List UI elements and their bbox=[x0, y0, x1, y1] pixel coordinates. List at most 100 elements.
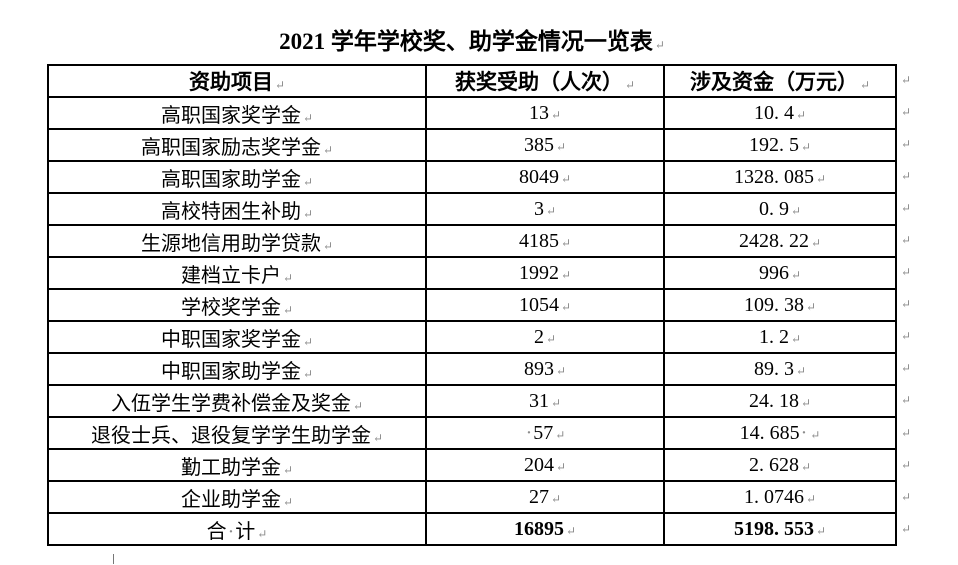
row-end-mark-icon: ↵ bbox=[901, 329, 912, 344]
pilcrow-mark-icon: ↵ bbox=[800, 139, 812, 154]
cell-text: 退役士兵、退役复学学生助学金 bbox=[90, 424, 371, 447]
pilcrow-mark-icon: ↵ bbox=[805, 491, 817, 506]
fund-cell[interactable]: 192. 5 ↵ bbox=[663, 128, 897, 162]
pilcrow-mark-icon: ↵ bbox=[560, 299, 572, 314]
cell-text: 31 bbox=[528, 389, 549, 412]
project-cell[interactable]: 退役士兵、退役复学学生助学金 ↵ bbox=[47, 416, 427, 450]
cell-text: 204 bbox=[523, 453, 554, 476]
table-row-end: ↵ bbox=[899, 353, 911, 385]
project-cell[interactable]: 建档立卡户 ↵ bbox=[47, 256, 427, 290]
pilcrow-mark-icon: ↵ bbox=[555, 139, 567, 154]
table-row-end: ↵ bbox=[899, 257, 911, 289]
pilcrow-mark-icon: ↵ bbox=[795, 363, 807, 378]
cell-text: 入伍学生学费补偿金及奖金 bbox=[110, 392, 351, 415]
cell-text: 合 bbox=[206, 520, 227, 543]
project-cell[interactable]: 学校奖学金 ↵ bbox=[47, 288, 427, 322]
table-row: 高职国家助学金 ↵ 8049 ↵ 1328. 085 ↵ bbox=[47, 160, 897, 194]
row-end-mark-icon: ↵ bbox=[901, 393, 912, 408]
project-cell[interactable]: 企业助学金 ↵ bbox=[47, 480, 427, 514]
count-cell[interactable]: 3 ↵ bbox=[425, 192, 665, 226]
project-cell[interactable]: 高校特困生补助 ↵ bbox=[47, 192, 427, 226]
table-row-end: ↵ bbox=[899, 321, 911, 353]
pilcrow-mark-icon: ↵ bbox=[810, 235, 822, 250]
project-cell[interactable]: 高职国家励志奖学金 ↵ bbox=[47, 128, 427, 162]
row-end-mark-icon: ↵ bbox=[901, 521, 912, 536]
fund-cell[interactable]: 24. 18 ↵ bbox=[663, 384, 897, 418]
pilcrow-mark-icon: ↵ bbox=[545, 331, 557, 346]
pilcrow-mark-icon: ↵ bbox=[282, 270, 294, 285]
table-row-end: ↵ bbox=[899, 128, 911, 160]
pilcrow-mark-icon: ↵ bbox=[322, 142, 334, 157]
pilcrow-mark-icon: ↵ bbox=[302, 334, 314, 349]
pilcrow-mark-icon: ↵ bbox=[372, 430, 384, 445]
cell-text: 0. 9 bbox=[758, 197, 789, 220]
pilcrow-mark-icon: ↵ bbox=[302, 110, 314, 125]
page-title[interactable]: 2021 学年学校奖、助学金情况一览表 bbox=[279, 29, 653, 54]
table-row: 高校特困生补助 ↵ 3 ↵ 0. 9 ↵ bbox=[47, 192, 897, 226]
project-cell[interactable]: 中职国家助学金 ↵ bbox=[47, 352, 427, 386]
project-cell[interactable]: 中职国家奖学金 ↵ bbox=[47, 320, 427, 354]
table-row: 中职国家助学金 ↵ 893 ↵ 89. 3 ↵ bbox=[47, 352, 897, 386]
cell-text: 893 bbox=[523, 357, 554, 380]
cell-text: 高职国家励志奖学金 bbox=[140, 136, 321, 159]
count-cell[interactable]: 1992 ↵ bbox=[425, 256, 665, 290]
project-cell[interactable]: 生源地信用助学贷款 ↵ bbox=[47, 224, 427, 258]
count-cell[interactable]: 31 ↵ bbox=[425, 384, 665, 418]
project-cell[interactable]: 入伍学生学费补偿金及奖金 ↵ bbox=[47, 384, 427, 418]
table-row: 学校奖学金 ↵ 1054 ↵ 109. 38 ↵ bbox=[47, 288, 897, 322]
pilcrow-mark-icon: ↵ bbox=[274, 78, 286, 92]
fund-cell[interactable]: 2428. 22 ↵ bbox=[663, 224, 897, 258]
count-cell[interactable]: 27 ↵ bbox=[425, 480, 665, 514]
text-cursor bbox=[113, 554, 114, 564]
fund-cell[interactable]: 2. 628 ↵ bbox=[663, 448, 897, 482]
pilcrow-mark-icon: ↵ bbox=[624, 78, 636, 92]
table-total-row: 合·计 ↵ 16895 ↵ 5198. 553 ↵ bbox=[47, 512, 897, 546]
project-cell[interactable]: 勤工助学金 ↵ bbox=[47, 448, 427, 482]
fund-cell[interactable]: 996 ↵ bbox=[663, 256, 897, 290]
project-cell[interactable]: 合·计 ↵ bbox=[47, 512, 427, 546]
project-cell[interactable]: 高职国家奖学金 ↵ bbox=[47, 96, 427, 130]
column-header[interactable]: 资助项目 ↵ bbox=[47, 64, 427, 98]
column-header-label: 资助项目 bbox=[188, 70, 273, 94]
count-cell[interactable]: 2 ↵ bbox=[425, 320, 665, 354]
cell-text: 996 bbox=[758, 261, 789, 284]
pilcrow-mark-icon: ↵ bbox=[257, 526, 268, 541]
count-cell[interactable]: 13 ↵ bbox=[425, 96, 665, 130]
count-cell[interactable]: 4185 ↵ bbox=[425, 224, 665, 258]
column-header-label: 涉及资金（万元） bbox=[689, 70, 858, 94]
column-header[interactable]: 获奖受助（人次） ↵ bbox=[425, 64, 665, 98]
pilcrow-mark-icon: ↵ bbox=[815, 523, 827, 538]
pilcrow-mark-icon: ↵ bbox=[302, 206, 314, 221]
row-end-mark-icon: ↵ bbox=[901, 104, 912, 119]
pilcrow-mark-icon: ↵ bbox=[550, 395, 562, 410]
row-end-mark-icon: ↵ bbox=[901, 425, 912, 440]
scholarship-table: 资助项目 ↵ 获奖受助（人次） ↵ 涉及资金（万元） ↵ 高职国家奖学金 ↵ 13 ↵ 10. 4… bbox=[47, 64, 897, 546]
cell-text: 27 bbox=[528, 485, 549, 508]
row-end-mark-icon: ↵ bbox=[901, 233, 912, 248]
count-cell[interactable]: 16895 ↵ bbox=[425, 512, 665, 546]
project-cell[interactable]: 高职国家助学金 ↵ bbox=[47, 160, 427, 194]
count-cell[interactable]: 8049 ↵ bbox=[425, 160, 665, 194]
fund-cell[interactable]: 14. 685· ↵ bbox=[663, 416, 897, 450]
count-cell[interactable]: 893 ↵ bbox=[425, 352, 665, 386]
cell-text: 1. 2 bbox=[758, 325, 789, 348]
count-cell[interactable]: 1054 ↵ bbox=[425, 288, 665, 322]
count-cell[interactable]: 385 ↵ bbox=[425, 128, 665, 162]
count-cell[interactable]: ·57 ↵ bbox=[425, 416, 665, 450]
fund-cell[interactable]: 10. 4 ↵ bbox=[663, 96, 897, 130]
fund-cell[interactable]: 109. 38 ↵ bbox=[663, 288, 897, 322]
fund-cell[interactable]: 1328. 085 ↵ bbox=[663, 160, 897, 194]
pilcrow-mark-icon: ↵ bbox=[550, 107, 562, 122]
pilcrow-mark-icon: ↵ bbox=[302, 366, 314, 381]
fund-cell[interactable]: 1. 0746 ↵ bbox=[663, 480, 897, 514]
fund-cell[interactable]: 1. 2 ↵ bbox=[663, 320, 897, 354]
column-header[interactable]: 涉及资金（万元） ↵ bbox=[663, 64, 897, 98]
cell-text: 建档立卡户 bbox=[180, 264, 281, 287]
fund-cell[interactable]: 5198. 553 ↵ bbox=[663, 512, 897, 546]
cell-text: 89. 3 bbox=[753, 357, 794, 380]
fund-cell[interactable]: 89. 3 ↵ bbox=[663, 352, 897, 386]
fund-cell[interactable]: 0. 9 ↵ bbox=[663, 192, 897, 226]
pilcrow-mark-icon: ↵ bbox=[560, 235, 572, 250]
count-cell[interactable]: 204 ↵ bbox=[425, 448, 665, 482]
table-row: 建档立卡户 ↵ 1992 ↵ 996 ↵ bbox=[47, 256, 897, 290]
